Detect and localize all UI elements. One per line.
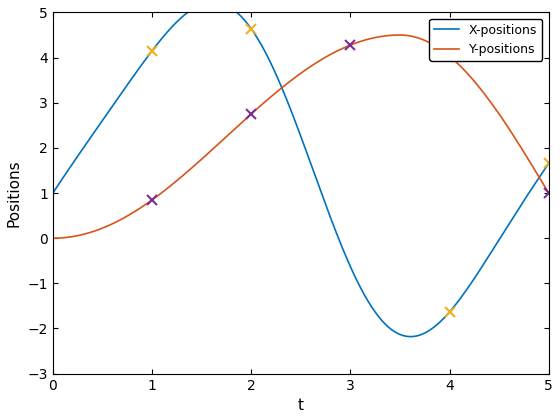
X-positions bbox=[545, 161, 552, 166]
Y-positions bbox=[446, 53, 452, 58]
Y-positions bbox=[437, 47, 444, 52]
Line: Y-positions: Y-positions bbox=[53, 35, 549, 238]
Legend: X-positions, Y-positions: X-positions, Y-positions bbox=[429, 19, 543, 61]
Y-axis label: Positions: Positions bbox=[7, 159, 22, 227]
Y-positions bbox=[250, 110, 256, 115]
Y-positions bbox=[390, 33, 396, 38]
X-positions bbox=[210, 0, 217, 5]
X-positions bbox=[446, 310, 453, 315]
Y-positions bbox=[268, 94, 274, 99]
Y-positions bbox=[396, 32, 403, 37]
X-positions bbox=[49, 191, 56, 196]
X-axis label: t: t bbox=[298, 398, 304, 413]
X-positions bbox=[390, 329, 397, 334]
X-positions bbox=[437, 319, 444, 324]
Y-positions bbox=[100, 225, 107, 230]
Y-positions bbox=[545, 191, 552, 196]
X-positions bbox=[407, 334, 414, 339]
X-positions bbox=[268, 63, 275, 68]
Y-positions bbox=[49, 236, 56, 241]
X-positions bbox=[100, 116, 107, 121]
Line: X-positions: X-positions bbox=[53, 2, 549, 336]
X-positions bbox=[250, 30, 257, 35]
